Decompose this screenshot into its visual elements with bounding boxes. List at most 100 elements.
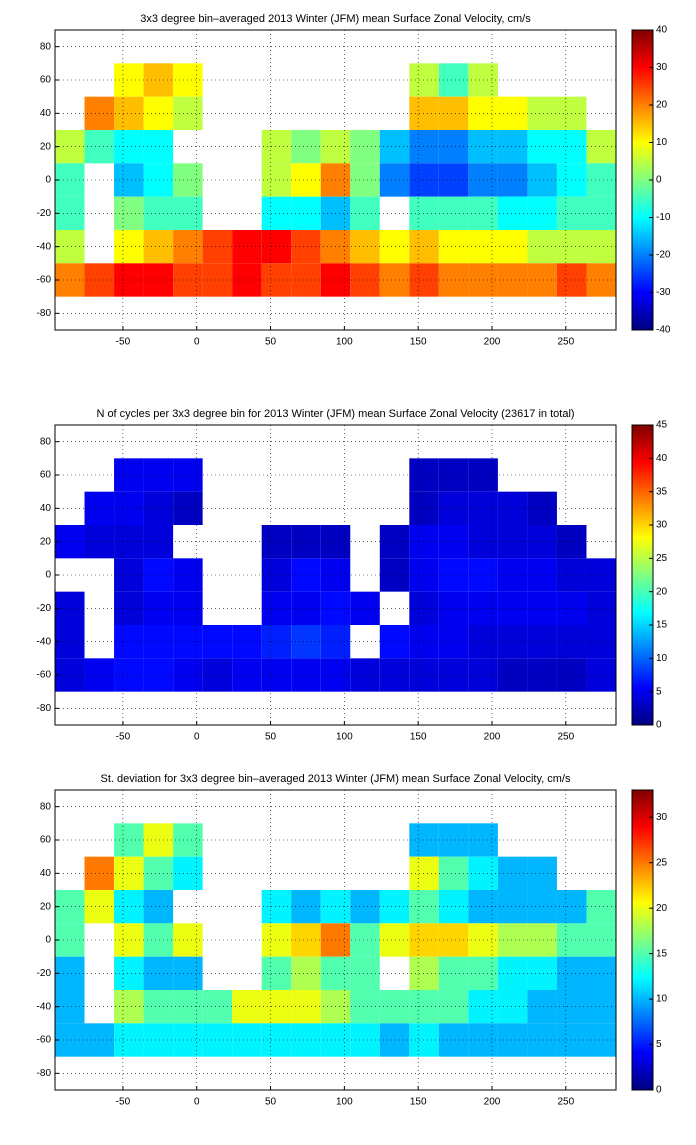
bin-cell: [409, 130, 439, 164]
bin-cell: [497, 890, 528, 924]
bin-cell: [527, 130, 557, 164]
y-tick-label: -20: [37, 968, 52, 979]
y-tick-label: -40: [37, 241, 52, 252]
bin-cell: [232, 1023, 262, 1057]
colorbar-label: 20: [656, 586, 668, 597]
x-tick-label: -50: [116, 732, 131, 743]
chart-title: 3x3 degree bin–averaged 2013 Winter (JFM…: [140, 13, 531, 25]
bin-cell: [143, 823, 174, 857]
bin-cell: [261, 625, 292, 659]
axes-frame: [54, 424, 617, 726]
bin-cell: [527, 196, 557, 230]
colorbar-label: 0: [656, 1085, 662, 1096]
bin-cell: [232, 625, 262, 659]
bin-cell: [232, 263, 262, 297]
bin-cell: [261, 591, 292, 625]
bin-cell: [114, 263, 144, 297]
bin-cell: [143, 458, 174, 492]
y-tick-label: -20: [37, 208, 52, 219]
bin-cell: [143, 263, 174, 297]
bin-cell: [409, 558, 439, 592]
x-tick-label: 0: [194, 1097, 200, 1108]
bin-cell: [114, 63, 144, 97]
y-tick-label: 40: [40, 868, 52, 879]
bin-cell: [379, 923, 410, 957]
y-tick-label: -60: [37, 1035, 52, 1046]
bin-cell: [409, 163, 439, 197]
x-tick-label: 250: [557, 1097, 574, 1108]
bin-cell: [261, 923, 292, 957]
bin-cell: [143, 956, 174, 990]
bin-cell: [379, 130, 410, 164]
bin-cell: [497, 990, 528, 1024]
colorbar-label: 0: [656, 720, 662, 731]
y-tick-label: -80: [37, 1068, 52, 1079]
bin-cell: [261, 163, 292, 197]
colorbar-label: 20: [656, 903, 668, 914]
bin-cell: [261, 658, 292, 692]
bin-cell: [497, 96, 528, 130]
colorbar-label: 15: [656, 948, 668, 959]
colorbar-label: 5: [656, 686, 662, 697]
bin-cell: [409, 890, 439, 924]
colorbar-label: 0: [656, 175, 662, 186]
bin-cell: [143, 491, 174, 525]
bin-cell: [527, 658, 557, 692]
bin-cell: [114, 658, 144, 692]
y-tick-label: -80: [37, 308, 52, 319]
x-tick-label: 250: [557, 732, 574, 743]
bin-cell: [497, 923, 528, 957]
colorbar-label: 25: [656, 553, 668, 564]
y-tick-label: 60: [40, 470, 52, 481]
bin-cell: [527, 856, 557, 890]
bin-cell: [114, 163, 144, 197]
y-tick-label: 20: [40, 141, 52, 152]
x-tick-label: 200: [484, 732, 501, 743]
colorbar-label: 25: [656, 857, 668, 868]
y-tick-label: 0: [45, 935, 51, 946]
bin-cell: [409, 525, 439, 559]
bin-cell: [497, 956, 528, 990]
bin-cell: [497, 591, 528, 625]
bin-cell: [409, 823, 439, 857]
colorbar-label: -10: [656, 212, 671, 223]
bin-cell: [379, 558, 410, 592]
bin-cell: [114, 856, 144, 890]
bin-cell: [143, 196, 174, 230]
bin-cell: [114, 96, 144, 130]
colorbar-label: 20: [656, 100, 668, 111]
bin-cell: [114, 890, 144, 924]
bin-cell: [527, 990, 557, 1024]
y-tick-label: 20: [40, 536, 52, 547]
bin-cell: [497, 130, 528, 164]
bin-cell: [409, 625, 439, 659]
bin-cell: [409, 923, 439, 957]
y-tick-label: -60: [37, 670, 52, 681]
colorbar-label: -20: [656, 250, 671, 261]
bin-cell: [143, 1023, 174, 1057]
bin-cell: [409, 1023, 439, 1057]
y-tick-label: -40: [37, 636, 52, 647]
x-tick-label: 100: [336, 1097, 353, 1108]
y-tick-label: 80: [40, 41, 52, 52]
x-tick-label: 150: [410, 337, 427, 348]
x-tick-label: 250: [557, 337, 574, 348]
axes-frame: [54, 29, 617, 331]
colorbar: [631, 424, 654, 726]
bin-cell: [409, 856, 439, 890]
bin-cell: [527, 1023, 557, 1057]
bin-cell: [379, 625, 410, 659]
bin-cell: [261, 196, 292, 230]
bin-cell: [497, 525, 528, 559]
bin-cell: [409, 658, 439, 692]
bin-cell: [143, 63, 174, 97]
colorbar-label: 15: [656, 620, 668, 631]
bin-cell: [527, 491, 557, 525]
bin-cell: [527, 923, 557, 957]
bin-cell: [143, 130, 174, 164]
bin-cell: [497, 491, 528, 525]
x-tick-label: 150: [410, 732, 427, 743]
colorbar-label: 10: [656, 994, 668, 1005]
bin-cell: [143, 525, 174, 559]
bin-cell: [143, 856, 174, 890]
